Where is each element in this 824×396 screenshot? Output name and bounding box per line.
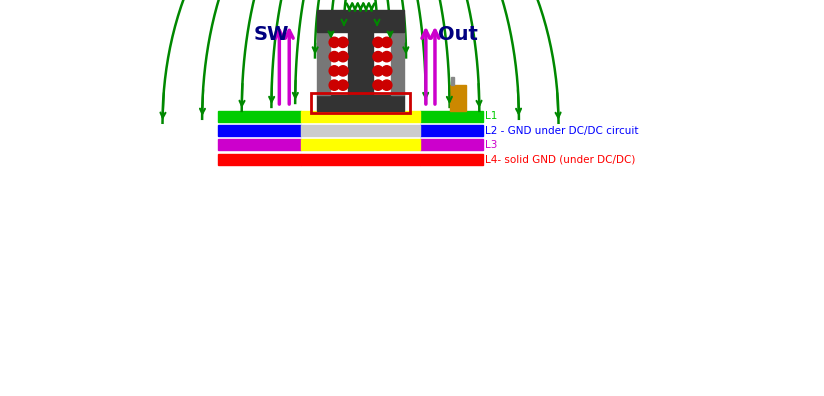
Bar	[218, 139, 301, 150]
Circle shape	[338, 66, 349, 76]
Circle shape	[373, 80, 383, 90]
Bar	[452, 77, 454, 85]
Circle shape	[329, 37, 339, 48]
Bar	[301, 154, 420, 165]
Circle shape	[338, 80, 349, 90]
Bar	[420, 154, 484, 165]
Circle shape	[382, 37, 392, 48]
Circle shape	[338, 37, 349, 48]
Bar	[317, 32, 330, 95]
Circle shape	[382, 66, 392, 76]
Circle shape	[373, 37, 383, 48]
Circle shape	[382, 51, 392, 62]
Bar	[391, 32, 404, 95]
Bar	[420, 125, 484, 136]
Bar	[218, 125, 301, 136]
Circle shape	[329, 66, 339, 76]
Bar	[420, 139, 484, 150]
Circle shape	[329, 80, 339, 90]
Bar	[218, 111, 301, 122]
Bar	[311, 93, 410, 113]
Bar	[218, 154, 301, 165]
Circle shape	[338, 51, 349, 62]
Text: L3: L3	[485, 140, 498, 150]
Circle shape	[373, 51, 383, 62]
Bar	[317, 10, 404, 32]
Bar	[420, 111, 484, 122]
Text: L1: L1	[485, 111, 498, 122]
Circle shape	[382, 80, 392, 90]
Text: SW: SW	[254, 25, 289, 44]
Bar	[348, 32, 373, 95]
Text: L2 - GND under DC/DC circuit: L2 - GND under DC/DC circuit	[485, 126, 639, 136]
Text: L4- solid GND (under DC/DC): L4- solid GND (under DC/DC)	[485, 154, 635, 164]
Circle shape	[329, 51, 339, 62]
Bar	[301, 139, 420, 150]
Text: Out: Out	[438, 25, 478, 44]
Bar	[450, 85, 466, 111]
Bar	[317, 95, 404, 111]
Circle shape	[373, 66, 383, 76]
Bar	[301, 111, 420, 122]
Bar	[301, 125, 420, 136]
